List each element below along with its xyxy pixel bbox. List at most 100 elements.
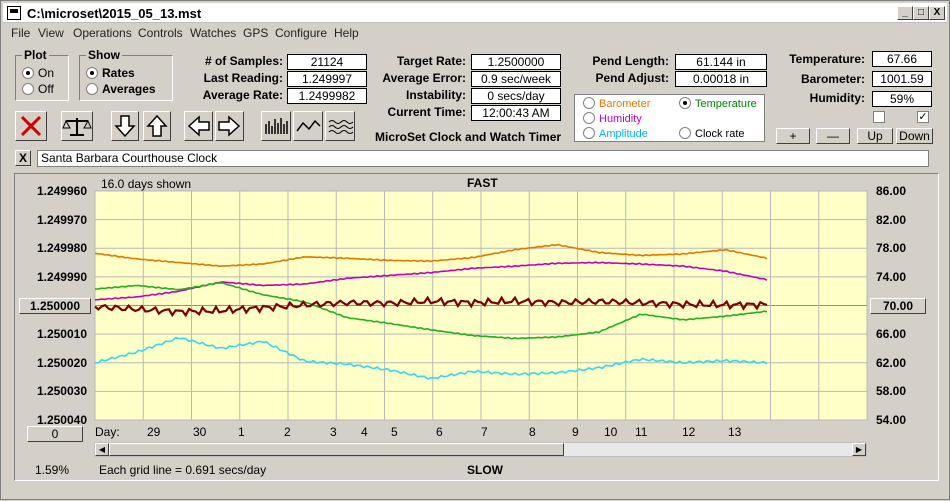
show-rates-label: Rates — [102, 66, 135, 80]
day-tick: 30 — [193, 425, 207, 439]
maximize-button[interactable]: □ — [913, 6, 929, 20]
line-graph-icon — [296, 119, 321, 132]
menu-help[interactable]: Help — [334, 26, 359, 40]
show-group: Show Rates Averages — [79, 48, 173, 101]
balance-button[interactable] — [61, 111, 93, 141]
day-tick: 6 — [436, 425, 443, 439]
zero-button[interactable]: 0 — [27, 426, 83, 442]
plot-on-label: On — [38, 66, 55, 80]
show-group-title: Show — [86, 48, 122, 62]
clear-button[interactable] — [15, 111, 47, 141]
sensor-amplitude-radio[interactable]: Amplitude — [583, 127, 648, 140]
day-tick: 1 — [238, 425, 245, 439]
wave-graph-button[interactable] — [325, 111, 355, 141]
app-title-label: MicroSet Clock and Watch Timer — [375, 130, 562, 144]
up-button[interactable]: Up — [857, 128, 893, 144]
sensor-temperature-radio[interactable]: Temperature — [679, 97, 757, 110]
radio-dot — [22, 83, 34, 95]
humidity-field: 59% — [872, 91, 932, 107]
day-tick: 2 — [284, 425, 291, 439]
close-button[interactable]: X — [929, 6, 945, 20]
y-left-tick: 1.250010 — [36, 327, 87, 342]
last-reading-label: Last Reading: — [203, 71, 283, 85]
menu-configure[interactable]: Configure — [275, 26, 328, 40]
y-right-tick: 58.00 — [876, 384, 907, 399]
day-tick: 12 — [682, 425, 696, 439]
average-error-label: Average Error: — [382, 71, 466, 85]
y-left-tick: 1.249970 — [36, 212, 87, 227]
show-averages-radio[interactable]: Averages — [86, 82, 156, 96]
sensor-humidity-radio[interactable]: Humidity — [583, 112, 642, 125]
series-barometer — [94, 243, 768, 268]
series-temperature — [94, 282, 768, 340]
instability-label: Instability: — [405, 88, 466, 102]
radio-dot — [679, 127, 691, 139]
percent-label: 1.59% — [35, 463, 70, 477]
right-arrow-button[interactable] — [215, 111, 244, 141]
menu-bar: File View Operations Controls Watches GP… — [3, 24, 947, 43]
close-clock-button[interactable]: X — [15, 150, 31, 166]
average-error-field: 0.9 sec/week — [471, 71, 561, 87]
current-time-field: 12:00:43 AM — [471, 105, 561, 121]
day-tick: 3 — [330, 425, 337, 439]
barometer-label: Barometer: — [800, 72, 865, 86]
scroll-thumb[interactable] — [109, 443, 564, 456]
scroll-left-arrow[interactable]: ◀ — [95, 443, 109, 456]
chart-scrollbar[interactable]: ◀ ▶ — [94, 442, 867, 457]
menu-gps[interactable]: GPS — [243, 26, 269, 40]
plot-off-radio[interactable]: Off — [22, 82, 54, 96]
line-graph-button[interactable] — [293, 111, 323, 141]
slow-label: SLOW — [467, 463, 503, 477]
average-rate-label: Average Rate: — [202, 88, 283, 102]
plot-on-radio[interactable]: On — [22, 66, 54, 80]
app-icon — [7, 6, 21, 20]
minimize-button[interactable]: _ — [897, 6, 913, 20]
menu-controls[interactable]: Controls — [138, 26, 183, 40]
title-bar: C:\microset\2015_05_13.mst _ □ X — [3, 3, 947, 23]
clock-name-field[interactable]: Santa Barbara Courthouse Clock — [37, 150, 929, 167]
minus-button[interactable]: — — [816, 128, 850, 144]
y-right-tick: 66.00 — [876, 327, 907, 342]
current-time-label: Current Time: — [387, 105, 466, 119]
left-arrow-button[interactable] — [184, 111, 213, 141]
menu-file[interactable]: File — [11, 26, 31, 40]
day-tick: 8 — [529, 425, 536, 439]
down-arrow-button[interactable] — [111, 111, 139, 141]
menu-operations[interactable]: Operations — [73, 26, 132, 40]
samples-field: 21124 — [287, 54, 367, 70]
left-checkbox[interactable] — [873, 111, 885, 123]
up-arrow-button[interactable] — [143, 111, 171, 141]
right-center-button[interactable]: 70.00 — [870, 298, 926, 314]
radio-dot — [583, 97, 595, 109]
sensor-barometer-label: Barometer — [599, 98, 651, 110]
temperature-field: 67.66 — [872, 51, 932, 67]
plot-group-title: Plot — [22, 48, 49, 62]
sensor-temperature-label: Temperature — [695, 98, 757, 110]
scroll-right-arrow[interactable]: ▶ — [852, 443, 866, 456]
bar-graph-button[interactable] — [261, 111, 291, 141]
pend-adjust-label: Pend Adjust: — [595, 71, 669, 85]
day-tick: 4 — [361, 425, 368, 439]
red-x-icon — [20, 115, 42, 137]
center-value-button[interactable]: 1.250000 — [19, 298, 91, 314]
sensor-clock-rate-radio[interactable]: Clock rate — [679, 127, 745, 140]
down-button[interactable]: Down — [896, 128, 933, 144]
menu-watches[interactable]: Watches — [190, 26, 237, 40]
target-rate-field[interactable]: 1.2500000 — [471, 54, 561, 70]
plus-button[interactable]: + — [776, 128, 810, 144]
y-right-tick: 82.00 — [876, 212, 907, 227]
target-rate-label: Target Rate: — [396, 54, 466, 68]
sensor-barometer-radio[interactable]: Barometer — [583, 97, 650, 110]
samples-label: # of Samples: — [204, 54, 283, 68]
menu-view[interactable]: View — [38, 26, 64, 40]
series-amplitude — [95, 336, 768, 380]
radio-dot — [583, 127, 595, 139]
show-rates-radio[interactable]: Rates — [86, 66, 135, 80]
y-right-tick: 86.00 — [876, 184, 907, 198]
pend-length-field: 61.144 in — [675, 54, 767, 70]
right-checkbox[interactable]: ✓ — [917, 111, 929, 123]
radio-dot — [22, 67, 34, 79]
day-tick: 5 — [391, 425, 398, 439]
radio-dot — [583, 112, 595, 124]
